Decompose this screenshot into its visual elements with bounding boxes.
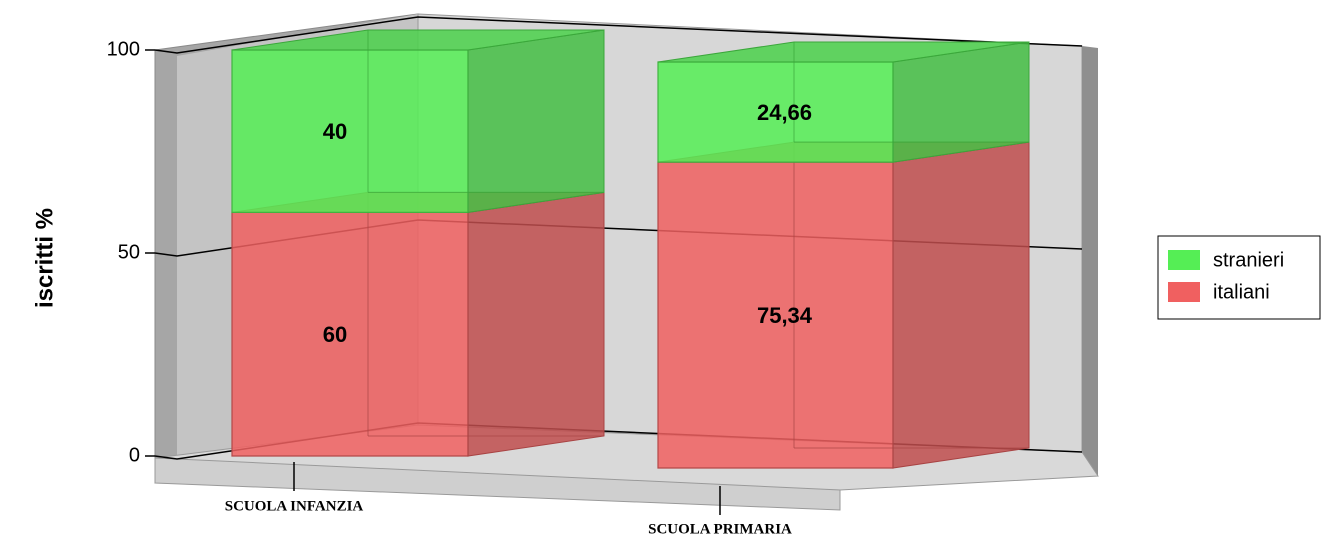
gridline bbox=[154, 16, 1083, 54]
legend-label-stranieri: stranieri bbox=[1213, 249, 1284, 271]
bar-side-italiani bbox=[467, 191, 605, 457]
legend-swatch-italiani bbox=[1168, 282, 1200, 302]
bar-top-stranieri bbox=[231, 29, 605, 51]
y-tick-label: 0 bbox=[129, 444, 140, 466]
bar-side-italiani bbox=[892, 141, 1030, 469]
bar-segment-stranieri bbox=[231, 49, 469, 213]
chart-floor-front bbox=[154, 457, 841, 511]
legend-swatch-stranieri bbox=[1168, 250, 1200, 270]
category-label: SCUOLA PRIMARIA bbox=[648, 521, 792, 536]
chart-right-side-wall bbox=[1082, 46, 1098, 476]
bar-side-stranieri bbox=[467, 29, 605, 213]
y-tick-label: 50 bbox=[118, 241, 140, 263]
category-label: SCUOLA INFANZIA bbox=[225, 498, 364, 514]
bar-segment-italiani bbox=[231, 211, 469, 457]
data-labels: 60 40 75,34 24,66 bbox=[323, 100, 813, 347]
data-label-stranieri: 24,66 bbox=[757, 100, 812, 125]
data-label-stranieri: 40 bbox=[323, 119, 347, 144]
bar-top-stranieri bbox=[657, 41, 1030, 63]
legend: stranieri italiani bbox=[1157, 235, 1321, 320]
bar-side-stranieri bbox=[892, 41, 1030, 163]
y-axis: 0 50 100 bbox=[107, 38, 155, 466]
legend-box bbox=[1157, 235, 1321, 320]
y-tick-label: 100 bbox=[107, 38, 140, 60]
legend-label-italiani: italiani bbox=[1213, 281, 1270, 303]
x-axis: SCUOLA INFANZIA SCUOLA PRIMARIA bbox=[225, 462, 792, 536]
data-label-italiani: 75,34 bbox=[757, 303, 813, 328]
data-label-italiani: 60 bbox=[323, 322, 347, 347]
y-axis-title: iscritti % bbox=[31, 208, 58, 308]
bars-group bbox=[231, 29, 1030, 469]
